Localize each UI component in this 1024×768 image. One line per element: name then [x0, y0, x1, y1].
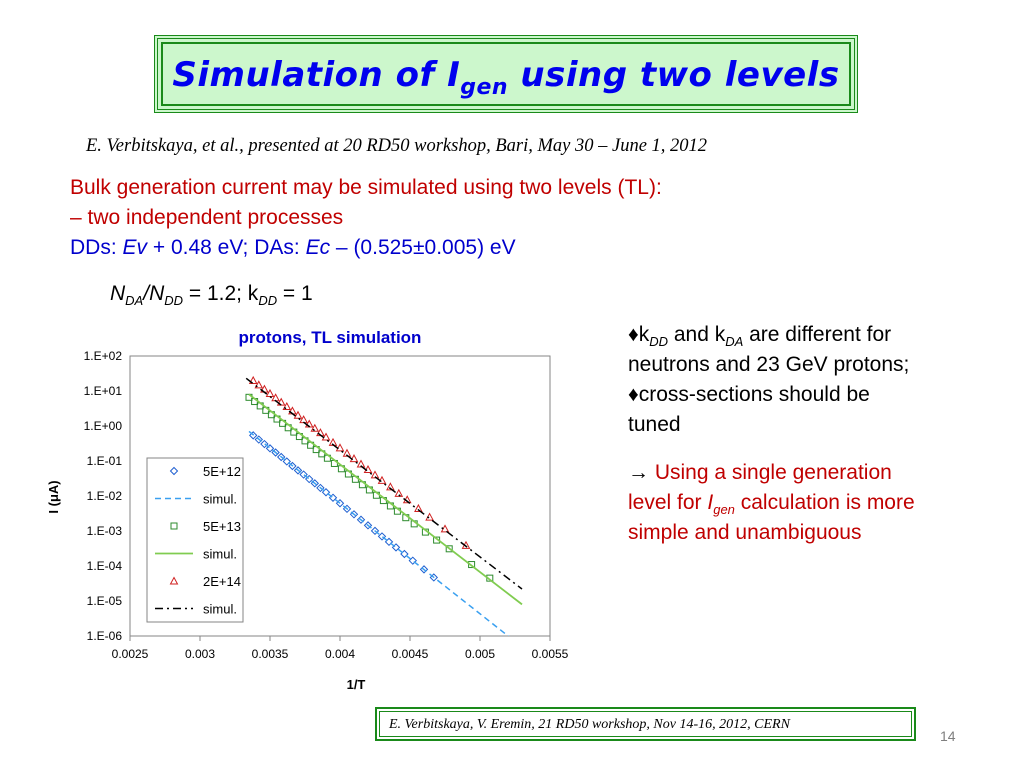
title-box: Simulation of Igen using two levels — [154, 35, 858, 113]
data-point — [394, 488, 404, 497]
citation: E. Verbitskaya, et al., presented at 20 … — [86, 136, 708, 156]
series-5 — [245, 377, 523, 590]
y-axis: 1.E-06 1.E-05 1.E-04 1.E-03 1.E-02 1.E-01 1.E+… — [84, 349, 123, 643]
data-point — [363, 521, 373, 530]
x-tick-label: 0.003 — [185, 647, 215, 661]
data-point — [254, 380, 264, 389]
legend-marker — [169, 466, 179, 476]
y-tick-label: 1.E+00 — [84, 419, 123, 433]
data-point — [310, 423, 320, 432]
y-tick-label: 1.E-04 — [87, 559, 123, 573]
legend-label: 5E+13 — [203, 519, 241, 534]
data-point — [276, 452, 286, 462]
bullet-1: ♦kDD and kDA are different for — [628, 323, 892, 350]
conclusion-line-1: → Using a single generation — [628, 461, 892, 484]
y-axis-title: I (μA) — [46, 480, 61, 513]
legend-marker — [170, 522, 178, 530]
data-point — [370, 526, 380, 536]
series-0 — [248, 431, 439, 582]
slide-title: Simulation of Igen using two levels — [172, 55, 840, 100]
chart-title: protons, TL simulation — [239, 328, 422, 347]
data-point — [356, 459, 366, 468]
data-point — [414, 503, 423, 512]
data-point — [370, 470, 380, 479]
y-tick-label: 1.E-01 — [87, 454, 123, 468]
chart-legend: 5E+12 simul. 5E+13 simul. 2E+14 simul. — [146, 457, 244, 623]
series-3 — [248, 393, 523, 606]
y-tick-label: 1.E-05 — [87, 594, 123, 608]
data-point — [288, 461, 297, 471]
data-point — [282, 401, 292, 411]
conclusion-line-3: simple and unambiguous — [628, 521, 862, 544]
data-point — [293, 410, 303, 419]
data-point — [445, 545, 453, 553]
footer-box: E. Verbitskaya, V. Eremin, 21 RD50 works… — [375, 707, 916, 741]
data-point — [265, 444, 275, 453]
page-number: 14 — [940, 728, 956, 744]
data-point — [408, 556, 418, 565]
data-point — [349, 454, 359, 463]
y-tick-label: 1.E-06 — [87, 629, 123, 643]
y-tick-label: 1.E-02 — [87, 489, 123, 503]
y-tick-label: 1.E-03 — [87, 524, 123, 538]
data-point — [254, 435, 264, 444]
legend-label: simul. — [203, 547, 237, 562]
legend-marker — [169, 576, 179, 585]
data-point — [248, 375, 258, 384]
x-tick-label: 0.0025 — [112, 647, 149, 661]
series-line — [245, 377, 523, 590]
data-point — [260, 439, 269, 449]
x-tick-label: 0.005 — [465, 647, 495, 661]
data-point — [248, 431, 258, 440]
data-point — [321, 432, 331, 441]
intro-line-1: Bulk generation current may be simulated… — [70, 176, 662, 199]
data-point — [335, 443, 345, 452]
series-group — [245, 375, 523, 636]
x-axis: 0.0025 0.003 0.0035 0.004 0.0045 0.005 0.0055 — [112, 636, 569, 661]
legend-label: 5E+12 — [203, 464, 241, 479]
bullet-2: ♦cross-sections should be — [628, 383, 870, 406]
legend-label: simul. — [203, 492, 237, 507]
bullet-1-line-2: neutrons and 23 GeV protons; — [628, 353, 910, 376]
y-tick-label: 1.E+01 — [84, 384, 123, 398]
series-line — [248, 393, 523, 606]
x-tick-label: 0.0055 — [532, 647, 569, 661]
series-line — [248, 430, 510, 636]
data-point — [386, 482, 395, 491]
data-point — [276, 397, 286, 406]
x-tick-label: 0.004 — [325, 647, 355, 661]
x-axis-title: 1/T — [347, 677, 366, 692]
data-point — [468, 561, 476, 569]
data-point — [377, 532, 387, 541]
levels-line: DDs: Ev + 0.48 eV; DAs: Ec – (0.525±0.00… — [70, 236, 516, 259]
data-point — [316, 483, 325, 493]
series-1 — [248, 430, 510, 636]
data-point — [299, 470, 308, 479]
bullet-2-line-2: tuned — [628, 413, 681, 436]
x-tick-label: 0.0035 — [252, 647, 289, 661]
footer-citation: E. Verbitskaya, V. Eremin, 21 RD50 works… — [389, 717, 790, 732]
x-tick-label: 0.0045 — [392, 647, 429, 661]
conclusion-line-2: level for Igen calculation is more — [628, 491, 915, 518]
data-point — [265, 388, 275, 397]
legend-frame — [146, 457, 244, 623]
ratio-line: NDA/NDD = 1.2; kDD = 1 — [110, 282, 313, 309]
y-tick-label: 1.E+02 — [84, 349, 123, 363]
intro-line-2: – two independent processes — [70, 206, 344, 229]
legend-label: 2E+14 — [203, 574, 241, 589]
legend-label: simul. — [203, 602, 237, 617]
